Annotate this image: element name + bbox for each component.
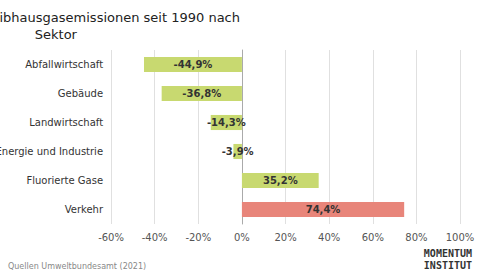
svg-text:-14,3%: -14,3% — [207, 117, 246, 128]
svg-text:Landwirtschaft: Landwirtschaft — [29, 117, 103, 128]
svg-text:Fluorierte Gase: Fluorierte Gase — [26, 175, 103, 186]
svg-text:0%: 0% — [234, 232, 250, 243]
svg-text:80%: 80% — [405, 232, 427, 243]
svg-text:-3,9%: -3,9% — [222, 146, 254, 157]
svg-text:35,2%: 35,2% — [263, 175, 298, 186]
svg-text:MOMENTUM: MOMENTUM — [424, 248, 472, 259]
svg-text:-20%: -20% — [185, 232, 211, 243]
svg-text:-44,9%: -44,9% — [174, 59, 213, 70]
svg-text:Quellen Umweltbundesamt (2021): Quellen Umweltbundesamt (2021) — [8, 262, 146, 271]
svg-text:Entwicklung der Treibhausgasem: Entwicklung der Treibhausgasemissionen s… — [0, 10, 240, 25]
svg-text:-40%: -40% — [142, 232, 168, 243]
svg-text:-60%: -60% — [98, 232, 124, 243]
svg-text:100%: 100% — [446, 232, 475, 243]
svg-text:74,4%: 74,4% — [306, 204, 341, 215]
svg-text:40%: 40% — [318, 232, 340, 243]
svg-text:Abfallwirtschaft: Abfallwirtschaft — [25, 59, 103, 70]
svg-text:Gebäude: Gebäude — [58, 88, 103, 99]
svg-text:Sektor: Sektor — [35, 27, 78, 42]
svg-text:INSTITUT: INSTITUT — [424, 260, 472, 271]
svg-text:60%: 60% — [362, 232, 384, 243]
svg-text:20%: 20% — [274, 232, 296, 243]
svg-text:-36,8%: -36,8% — [182, 88, 221, 99]
svg-text:Verkehr: Verkehr — [65, 204, 104, 215]
svg-text:Energie und Industrie: Energie und Industrie — [0, 146, 103, 157]
